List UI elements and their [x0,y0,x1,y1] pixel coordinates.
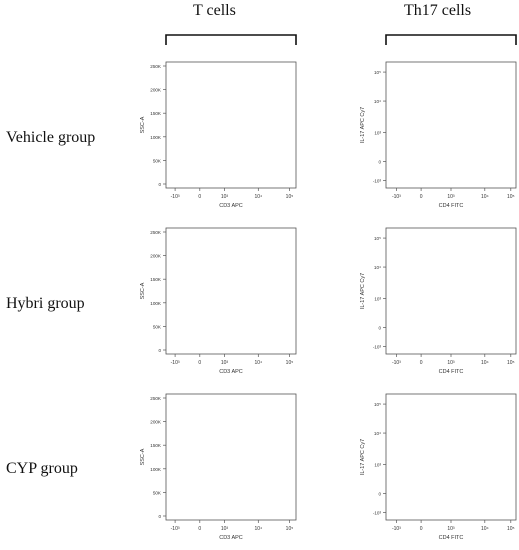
tcell-x-tick-label: 10³ [221,194,229,200]
tcell-y-tick-label: 0 [158,348,161,353]
tcell-y-tick-label: 250K [150,64,162,69]
th17-y-tick-label: 10⁵ [374,402,381,407]
th17-x-tick-label: 0 [420,526,423,532]
tcell-x-tick-label: 10⁴ [254,194,262,200]
th17-y-tick-label: 10³ [374,297,381,302]
bracket-th17-cells [385,34,517,45]
tcell-y-axis-label: SSC-A [140,282,146,299]
th17-y-tick-label: 0 [378,326,381,331]
th17-y-tick-label: 10⁴ [374,431,381,436]
tcell-y-tick-label: 0 [158,182,161,187]
column-title-t-cells: T cells [193,2,236,19]
th17-x-tick-label: 10⁴ [481,526,489,532]
tcell-x-tick-label: 10⁵ [286,360,294,366]
tcell-x-tick-label: 0 [198,360,201,366]
tcell-y-tick-label: 150K [150,111,162,116]
th17-y-tick-label: 0 [378,492,381,497]
row-label-cyp: CYP group [6,460,78,477]
th17-y-tick-label: 10³ [374,463,381,468]
th17-plot-frame [385,61,517,189]
th17-x-tick-label: 10⁴ [481,360,489,366]
tcell-x-tick-label: 10³ [221,526,229,532]
th17-x-tick-label: 10⁵ [507,194,515,200]
tcell-y-tick-label: 100K [150,467,162,472]
th17-x-tick-label: 0 [420,194,423,200]
tcell-y-tick-label: 50K [153,324,162,329]
th17-x-axis-label: CD4 FITC [439,369,464,375]
th17-y-tick-label: 10⁵ [374,70,381,75]
th17-plot-frame [385,227,517,355]
row-label-vehicle: Vehicle group [6,129,96,146]
th17-y-tick-label: -10³ [373,344,382,349]
tcell-x-tick-label: 10³ [221,360,229,366]
th17-x-tick-label: 10³ [447,360,455,366]
tcell-y-tick-label: 200K [150,420,162,425]
tcell-plot-frame [165,61,297,189]
th17-x-axis-label: CD4 FITC [439,535,464,541]
th17-x-tick-label: -10³ [392,194,401,200]
th17-y-tick-label: 10⁴ [374,265,381,270]
tcell-plot-frame [165,227,297,355]
tcell-y-axis-label: SSC-A [140,448,146,465]
tcell-x-tick-label: 10⁴ [254,360,262,366]
tcell-y-tick-label: 200K [150,254,162,259]
tcell-x-tick-label: 10⁵ [286,526,294,532]
th17-x-tick-label: 10³ [447,526,455,532]
th17-y-axis-label: IL-17 APC Cy7 [360,107,366,143]
th17-y-tick-label: 0 [378,160,381,165]
tcell-x-axis-label: CD3 APC [219,203,243,209]
th17-y-tick-label: 10⁴ [374,99,381,104]
tcell-y-tick-label: 200K [150,88,162,93]
tcell-plot-frame [165,393,297,521]
tcell-x-tick-label: -10³ [171,194,180,200]
th17-plot-frame [385,393,517,521]
th17-y-axis-label: IL-17 APC Cy7 [360,439,366,475]
th17-y-axis-label: IL-17 APC Cy7 [360,273,366,309]
row-label-hybri: Hybri group [6,295,85,312]
tcell-y-tick-label: 250K [150,230,162,235]
th17-y-tick-label: 10³ [374,131,381,136]
th17-x-tick-label: 10⁵ [507,360,515,366]
column-title-th17-cells: Th17 cells [404,2,472,19]
tcell-y-tick-label: 100K [150,301,162,306]
th17-x-tick-label: 10⁴ [481,194,489,200]
tcell-x-axis-label: CD3 APC [219,369,243,375]
tcell-x-axis-label: CD3 APC [219,535,243,541]
th17-x-axis-label: CD4 FITC [439,203,464,209]
tcell-x-tick-label: -10³ [171,526,180,532]
th17-y-tick-label: -10³ [373,178,382,183]
th17-x-tick-label: -10³ [392,360,401,366]
tcell-y-tick-label: 250K [150,396,162,401]
tcell-x-tick-label: 10⁴ [254,526,262,532]
tcell-y-tick-label: 150K [150,277,162,282]
tcell-y-tick-label: 150K [150,443,162,448]
tcell-y-axis-label: SSC-A [140,116,146,133]
tcell-x-tick-label: -10³ [171,360,180,366]
th17-x-tick-label: -10³ [392,526,401,532]
th17-y-tick-label: -10³ [373,510,382,515]
th17-x-tick-label: 0 [420,360,423,366]
th17-y-tick-label: 10⁵ [374,236,381,241]
tcell-x-tick-label: 0 [198,194,201,200]
bracket-t-cells [165,34,297,45]
tcell-x-tick-label: 10⁵ [286,194,294,200]
th17-x-tick-label: 10⁵ [507,526,515,532]
th17-x-tick-label: 10³ [447,194,455,200]
tcell-y-tick-label: 100K [150,135,162,140]
tcell-y-tick-label: 0 [158,514,161,519]
tcell-y-tick-label: 50K [153,490,162,495]
tcell-y-tick-label: 50K [153,158,162,163]
tcell-x-tick-label: 0 [198,526,201,532]
